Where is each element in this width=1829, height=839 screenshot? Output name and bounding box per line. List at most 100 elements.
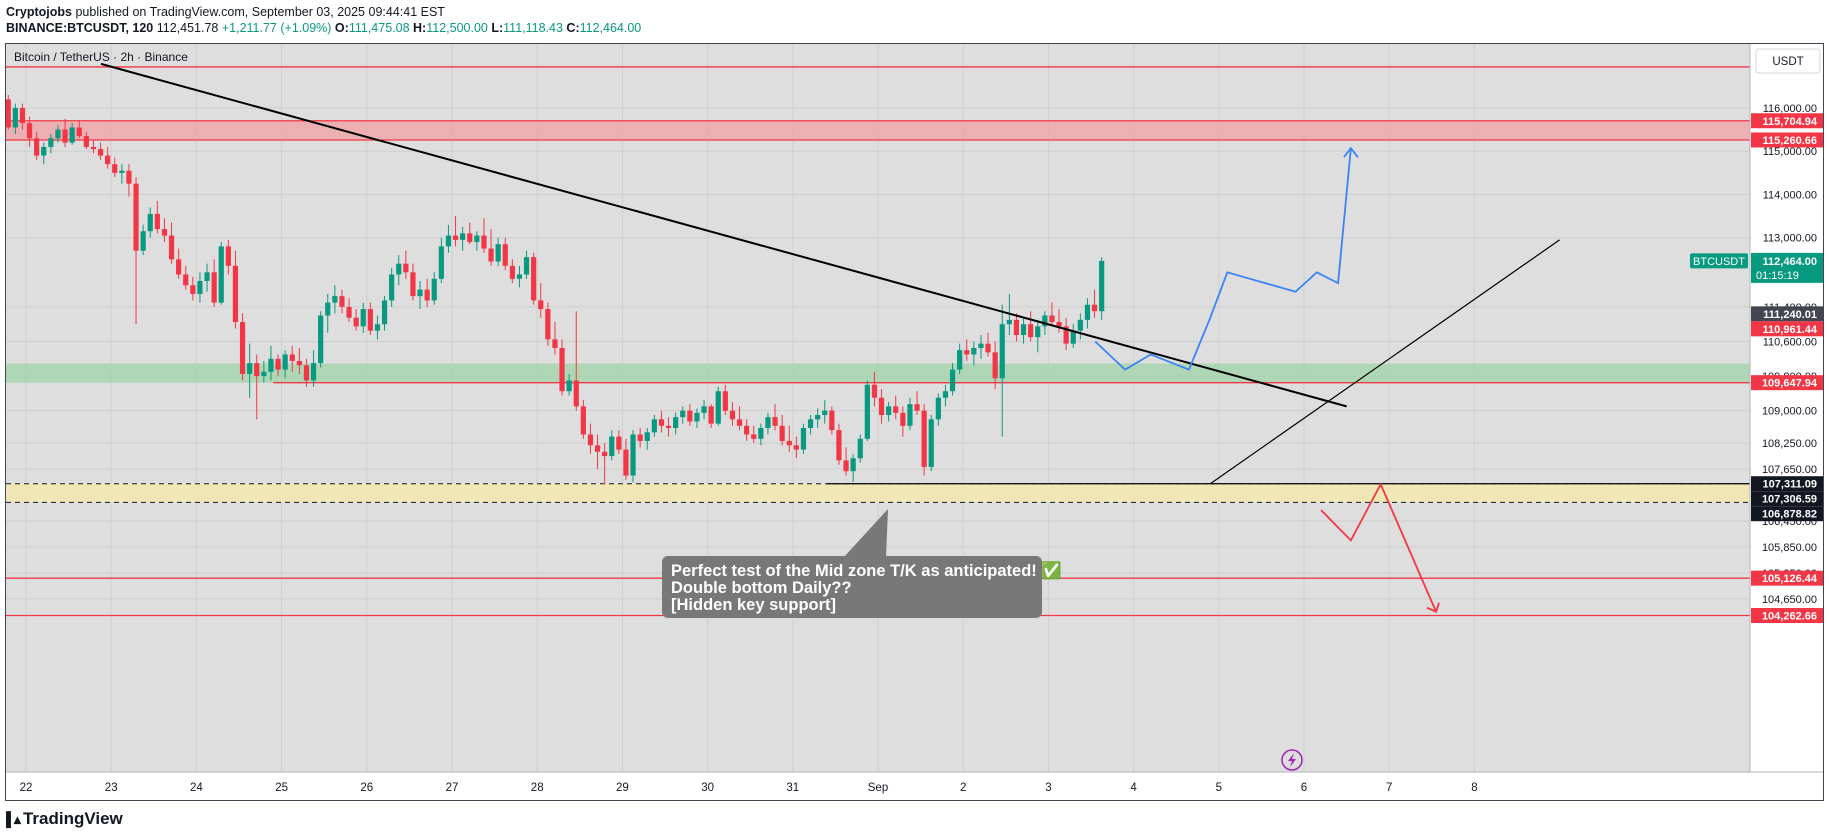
o-label: O: — [334, 21, 349, 35]
time-tick-label: 29 — [616, 782, 629, 794]
candle-body — [722, 391, 728, 411]
lightning-icon[interactable] — [1281, 749, 1303, 771]
candle-body — [367, 309, 373, 331]
time-tick-label: 23 — [105, 782, 118, 794]
candle-body — [126, 170, 132, 184]
price-label-bg — [1751, 476, 1823, 492]
candle-body — [1070, 330, 1076, 344]
candle-body — [438, 246, 444, 279]
candle-body — [893, 406, 899, 413]
time-tick-label: 30 — [701, 782, 714, 794]
price-label-text: 115,704.94 — [1763, 116, 1818, 128]
demand-zone — [6, 483, 1750, 503]
candle-body — [254, 363, 260, 377]
price-label-text: 107,306.59 — [1762, 494, 1817, 506]
candle-body — [609, 436, 615, 457]
candle-body — [76, 127, 82, 137]
candle-body — [729, 410, 736, 420]
candle-body — [900, 412, 906, 426]
time-tick-label: 28 — [531, 782, 544, 794]
candle-body — [822, 410, 828, 416]
time-ticks: 22 23 24 25 26 27 28 29 30 31 Sep 2 3 4 5 6 7 8 — [20, 782, 1478, 794]
candle-body — [325, 302, 331, 316]
candle-body — [154, 213, 160, 230]
candle-body — [1056, 322, 1062, 327]
candle-body — [751, 434, 757, 439]
candle-body — [119, 170, 125, 173]
price-tick-label: 104,650.00 — [1762, 594, 1817, 606]
time-tick-label: 26 — [360, 782, 373, 794]
candle-body — [921, 410, 927, 467]
chart-title: Bitcoin / TetherUS · 2h · Binance — [14, 50, 188, 64]
candle-body — [765, 417, 771, 428]
time-tick-label: 4 — [1130, 782, 1137, 794]
price-label-bg — [1751, 608, 1823, 624]
candle-body — [630, 434, 636, 476]
candle-body — [971, 347, 977, 355]
price-label-text: 104,262.66 — [1762, 611, 1817, 623]
candle-body — [673, 417, 679, 428]
candle-body — [431, 278, 437, 301]
candle-body — [353, 317, 359, 327]
symbol-price-tag: BTCUSDT 112,464.00 01:15:19 — [1690, 252, 1823, 283]
callout-line-2: Double bottom Daily?? — [671, 579, 852, 597]
chart-frame[interactable]: Perfect test of the Mid zone T/K as anti… — [5, 43, 1824, 801]
time-tick-label: 3 — [1045, 782, 1051, 794]
price-label-bg — [1751, 491, 1823, 507]
time-tick-label: 8 — [1471, 782, 1477, 794]
price-axis[interactable] — [1749, 44, 1823, 772]
candle-body — [566, 380, 572, 392]
candle-body — [1042, 315, 1048, 327]
currency-button[interactable]: USDT — [1755, 48, 1821, 74]
candle-body — [616, 436, 622, 450]
candle-body — [105, 155, 111, 165]
symbol-tag-countdown: 01:15:19 — [1756, 270, 1799, 282]
candle-body — [545, 309, 551, 340]
candle-body — [538, 300, 544, 310]
time-tick-label: 5 — [1216, 782, 1222, 794]
candle-body — [1028, 324, 1034, 338]
time-tick-label: 22 — [20, 782, 33, 794]
candle-body — [190, 285, 196, 294]
candle-body — [1006, 319, 1012, 325]
time-axis[interactable] — [6, 771, 1823, 800]
candle-body — [417, 289, 423, 297]
candle-body — [445, 235, 452, 247]
candle-body — [1013, 319, 1020, 336]
price-tick-label: 105,850.00 — [1762, 542, 1817, 554]
candle-body — [218, 246, 224, 303]
candle-body — [318, 315, 324, 364]
candle-body — [509, 265, 515, 279]
candle-body — [403, 263, 409, 273]
candle-body — [800, 427, 807, 450]
price-chart[interactable]: Perfect test of the Mid zone T/K as anti… — [6, 44, 1823, 800]
candle-body — [1091, 304, 1098, 312]
price-tick-label: 114,000.00 — [1763, 189, 1817, 201]
candle-body — [481, 235, 487, 249]
candle-body — [878, 397, 885, 416]
candle-body — [48, 138, 54, 147]
price-label-text: 109,647.94 — [1762, 378, 1818, 390]
candle-body — [807, 419, 814, 428]
publish-info: Cryptojobs published on TradingView.com,… — [6, 5, 445, 19]
price-label-text: 107,311.09 — [1763, 479, 1817, 491]
annotation-callout[interactable]: Perfect test of the Mid zone T/K as anti… — [662, 509, 1062, 618]
price-label-bg — [1751, 113, 1823, 129]
candle-body — [658, 419, 665, 426]
time-tick-label: 6 — [1301, 782, 1307, 794]
candle-body — [268, 358, 274, 372]
brand-name: TradingView — [22, 809, 123, 828]
open-value: 111,475.08 — [348, 21, 410, 35]
candle-body — [623, 449, 629, 476]
candle-body — [694, 412, 700, 422]
candle-body — [715, 391, 721, 424]
tradingview-logo[interactable]: ▌▴ TradingView — [6, 809, 123, 829]
candle-body — [12, 108, 18, 128]
candle-body — [90, 146, 97, 150]
price-label-bg — [1751, 321, 1823, 337]
chart-grid — [6, 44, 1750, 772]
author-name[interactable]: Cryptojobs — [6, 5, 72, 19]
candle-body — [843, 460, 849, 472]
candle-body — [339, 296, 345, 307]
candle-body — [55, 129, 61, 139]
